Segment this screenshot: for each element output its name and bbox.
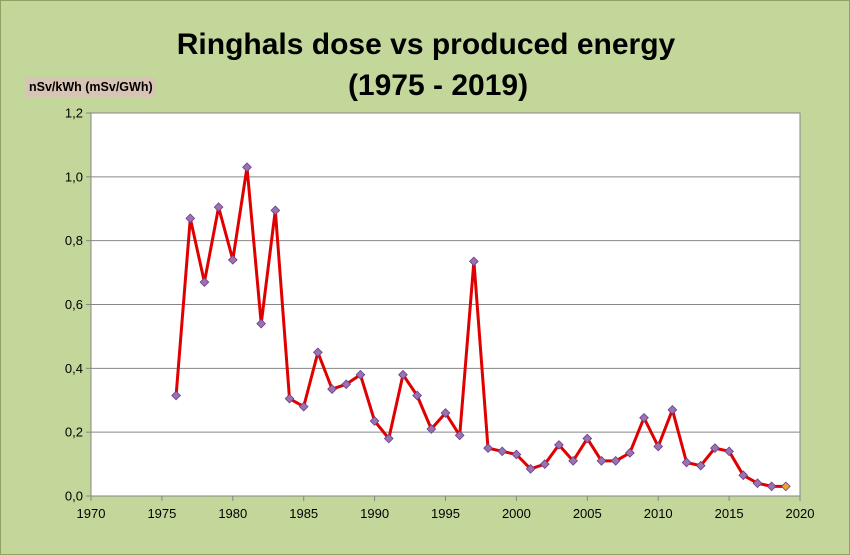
data-point	[539, 459, 550, 469]
data-point	[398, 369, 408, 380]
data-point	[568, 456, 578, 466]
y-axis-unit-label: nSv/kWh (mSv/GWh)	[26, 77, 156, 97]
data-point	[341, 379, 352, 390]
data-point	[383, 433, 394, 444]
data-point	[199, 277, 210, 288]
data-point	[242, 162, 252, 173]
data-point	[327, 384, 337, 394]
data-point	[256, 318, 267, 329]
data-point	[624, 448, 635, 458]
y-tick-label: 1,2	[65, 106, 83, 121]
data-point	[227, 254, 238, 265]
data-point	[596, 456, 607, 466]
data-point	[724, 446, 734, 457]
data-point	[483, 443, 493, 453]
data-point	[710, 443, 720, 453]
data-point	[298, 401, 309, 412]
y-tick-label: 0,6	[65, 297, 83, 312]
x-tick-label: 1975	[147, 506, 176, 521]
data-point	[639, 412, 649, 423]
data-point	[752, 478, 763, 489]
data-point	[554, 440, 564, 450]
x-tick-label: 2015	[715, 506, 744, 521]
data-point	[171, 390, 181, 401]
data-point	[525, 464, 536, 474]
data-point	[667, 404, 678, 415]
x-tick-label: 2000	[502, 506, 531, 521]
data-point	[213, 202, 224, 213]
chart-subtitle: (1975 - 2019)	[347, 69, 529, 102]
data-point	[270, 205, 281, 216]
x-tick-label: 1990	[360, 506, 389, 521]
data-point	[355, 369, 366, 380]
data-point	[780, 481, 791, 492]
data-point	[511, 449, 522, 460]
data-point	[313, 347, 323, 358]
x-tick-label: 1970	[77, 506, 106, 521]
data-point	[766, 481, 777, 492]
y-tick-label: 0,2	[65, 425, 83, 440]
data-point	[695, 460, 706, 471]
x-tick-label: 1995	[431, 506, 460, 521]
data-point	[412, 390, 423, 401]
y-tick-label: 0,4	[65, 361, 83, 376]
data-point	[738, 470, 749, 481]
data-point	[426, 424, 437, 434]
data-point	[582, 433, 593, 444]
chart-title: Ringhals dose vs produced energy	[176, 28, 676, 61]
y-tick-label: 1,0	[65, 169, 83, 184]
data-point	[610, 456, 621, 466]
x-tick-label: 2020	[786, 506, 815, 521]
y-tick-label: 0,8	[65, 233, 83, 248]
data-point	[454, 430, 465, 441]
x-tick-label: 2005	[573, 506, 602, 521]
x-tick-label: 1980	[218, 506, 247, 521]
data-point	[369, 416, 380, 426]
series-line	[174, 165, 786, 488]
data-point	[440, 408, 451, 418]
data-point	[284, 393, 295, 404]
data-point	[681, 457, 692, 468]
x-tick-label: 2010	[644, 506, 673, 521]
data-point	[468, 256, 479, 267]
data-point	[185, 213, 196, 224]
y-tick-label: 0,0	[65, 489, 83, 504]
x-tick-label: 1985	[289, 506, 318, 521]
data-point	[653, 441, 664, 452]
data-point	[497, 446, 508, 457]
